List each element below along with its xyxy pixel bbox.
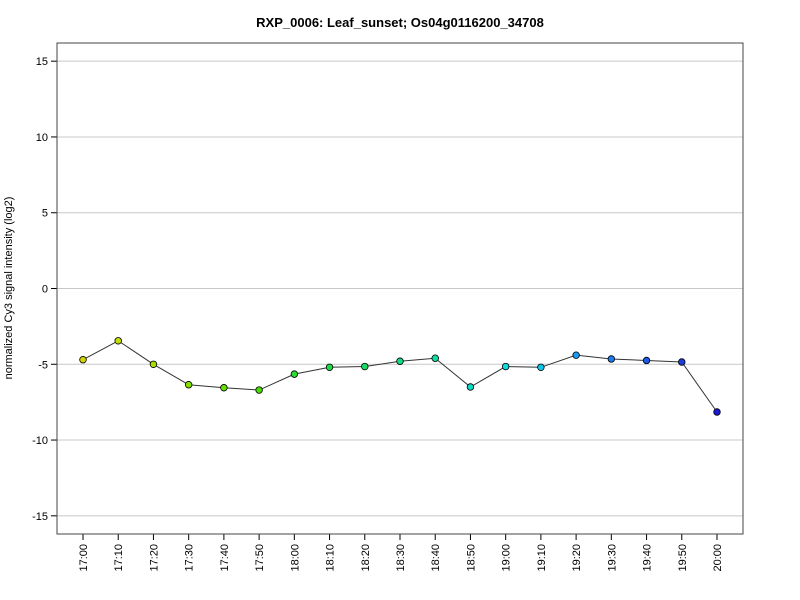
x-tick-label: 17:30	[184, 544, 196, 572]
data-point	[255, 386, 263, 394]
data-point	[678, 358, 686, 366]
data-point	[149, 360, 158, 368]
x-tick-label: 19:50	[677, 544, 689, 572]
series-line	[82, 340, 718, 413]
data-point	[184, 381, 193, 389]
data-point	[114, 337, 122, 345]
x-tick-label: 18:30	[395, 544, 407, 572]
data-point	[220, 384, 228, 392]
x-tick-label: 19:30	[606, 544, 618, 572]
x-tick-label: 17:10	[113, 544, 125, 572]
data-point	[361, 362, 369, 371]
x-tick-label: 18:40	[430, 544, 442, 572]
x-tick-label: 19:40	[642, 544, 654, 572]
data-point	[572, 351, 580, 359]
data-point	[713, 408, 721, 416]
data-points	[79, 337, 721, 416]
data-point	[466, 383, 475, 391]
y-tick-label: 0	[42, 284, 48, 296]
x-tick-label: 17:20	[148, 544, 160, 572]
data-point	[537, 363, 545, 372]
data-point	[396, 357, 404, 365]
y-tick-label: 10	[36, 132, 48, 144]
x-tick-label: 18:20	[360, 544, 372, 572]
y-tick-label: -15	[32, 511, 48, 523]
data-point	[501, 362, 510, 371]
x-tick-label: 17:50	[254, 544, 266, 572]
y-tick-label: 5	[42, 208, 48, 220]
y-axis-label: normalized Cy3 signal intensity (log2)	[3, 197, 15, 380]
data-point	[607, 355, 616, 363]
x-tick-label: 17:40	[219, 544, 231, 572]
x-tick-label: 20:00	[712, 544, 724, 572]
x-tick-label: 18:10	[325, 544, 337, 572]
data-point	[79, 356, 87, 364]
data-point	[325, 363, 334, 372]
x-axis: 17:00 17:10 17:20 17:30 17:40 17:50 18:00 18:10…	[78, 534, 724, 572]
x-tick-label: 19:00	[501, 544, 513, 572]
data-point	[642, 356, 651, 365]
x-tick-label: 19:20	[571, 544, 583, 572]
series-line-group	[82, 340, 718, 413]
plot-area	[56, 42, 744, 535]
x-tick-label: 19:10	[536, 544, 548, 572]
gridlines	[57, 60, 743, 517]
x-tick-label: 18:50	[465, 544, 477, 572]
data-point	[431, 354, 439, 362]
y-axis: -15 -10 -5 0 5 10 15	[32, 56, 57, 523]
x-tick-label: 18:00	[289, 544, 301, 572]
y-tick-label: -10	[32, 435, 48, 447]
chart-title: RXP_0006: Leaf_sunset; Os04g0116200_3470…	[256, 15, 544, 30]
y-tick-label: 15	[36, 56, 48, 68]
y-tick-label: -5	[38, 359, 48, 371]
data-point	[290, 370, 299, 378]
x-tick-label: 17:00	[78, 544, 90, 572]
